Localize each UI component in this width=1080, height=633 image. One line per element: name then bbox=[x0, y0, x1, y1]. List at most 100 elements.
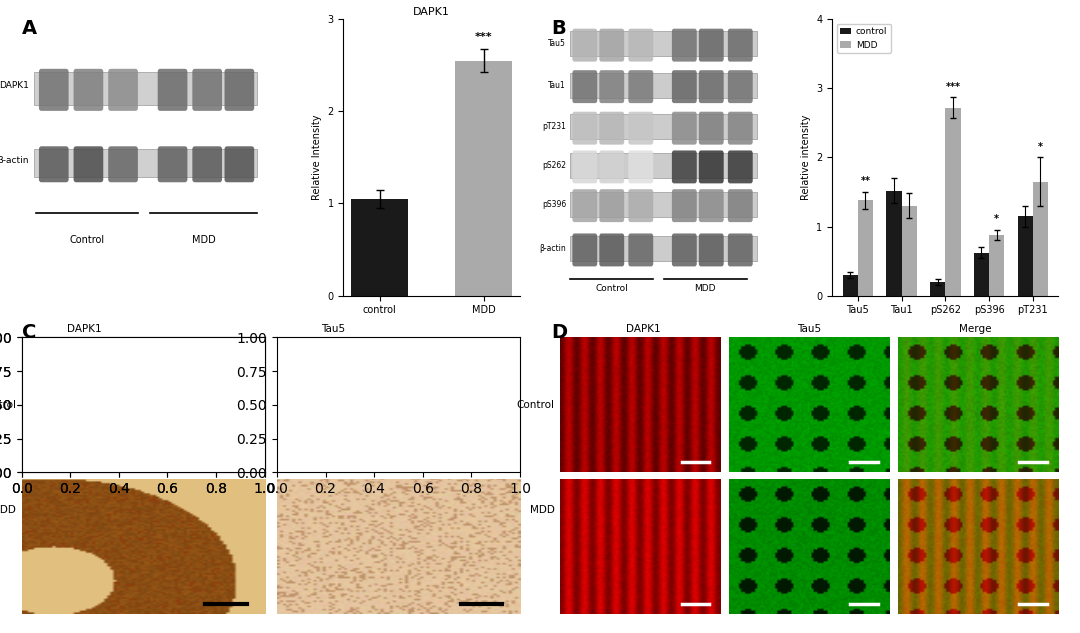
FancyBboxPatch shape bbox=[728, 234, 753, 266]
FancyBboxPatch shape bbox=[629, 151, 653, 184]
FancyBboxPatch shape bbox=[572, 111, 597, 144]
FancyBboxPatch shape bbox=[699, 234, 724, 266]
Bar bbox=[1032, 182, 1048, 296]
FancyBboxPatch shape bbox=[39, 146, 69, 182]
FancyBboxPatch shape bbox=[73, 146, 104, 182]
FancyBboxPatch shape bbox=[672, 111, 697, 144]
FancyBboxPatch shape bbox=[728, 189, 753, 222]
FancyBboxPatch shape bbox=[570, 73, 757, 98]
Bar bbox=[1017, 216, 1032, 296]
FancyBboxPatch shape bbox=[599, 189, 624, 222]
Text: Tau1: Tau1 bbox=[549, 81, 566, 90]
FancyBboxPatch shape bbox=[572, 28, 597, 61]
FancyBboxPatch shape bbox=[570, 236, 757, 261]
Bar bbox=[974, 253, 989, 296]
FancyBboxPatch shape bbox=[599, 70, 624, 103]
FancyBboxPatch shape bbox=[728, 111, 753, 144]
Text: ***: *** bbox=[475, 32, 492, 42]
FancyBboxPatch shape bbox=[108, 69, 138, 111]
Text: Merge: Merge bbox=[959, 324, 991, 334]
FancyBboxPatch shape bbox=[672, 151, 697, 184]
FancyBboxPatch shape bbox=[672, 234, 697, 266]
Text: A: A bbox=[22, 19, 37, 38]
Text: DAPK1: DAPK1 bbox=[67, 324, 102, 334]
FancyBboxPatch shape bbox=[192, 146, 222, 182]
FancyBboxPatch shape bbox=[33, 149, 257, 177]
Bar bbox=[842, 275, 858, 296]
FancyBboxPatch shape bbox=[699, 151, 724, 184]
Y-axis label: Relative Intensity: Relative Intensity bbox=[312, 115, 322, 200]
FancyBboxPatch shape bbox=[108, 146, 138, 182]
FancyBboxPatch shape bbox=[572, 234, 597, 266]
FancyBboxPatch shape bbox=[73, 69, 104, 111]
Text: MDD: MDD bbox=[694, 284, 716, 293]
Text: *: * bbox=[1038, 142, 1043, 152]
FancyBboxPatch shape bbox=[629, 189, 653, 222]
FancyBboxPatch shape bbox=[570, 192, 757, 217]
Text: MDD: MDD bbox=[0, 505, 16, 515]
Bar bbox=[902, 206, 917, 296]
FancyBboxPatch shape bbox=[728, 28, 753, 61]
FancyBboxPatch shape bbox=[672, 28, 697, 61]
FancyBboxPatch shape bbox=[599, 151, 624, 184]
Text: Tau5: Tau5 bbox=[321, 324, 346, 334]
Text: MDD: MDD bbox=[529, 505, 554, 515]
Bar bbox=[930, 282, 945, 296]
FancyBboxPatch shape bbox=[158, 146, 188, 182]
FancyBboxPatch shape bbox=[599, 28, 624, 61]
Text: **: ** bbox=[861, 177, 870, 187]
FancyBboxPatch shape bbox=[629, 70, 653, 103]
Text: ***: *** bbox=[945, 82, 960, 92]
Text: Control: Control bbox=[516, 400, 554, 410]
FancyBboxPatch shape bbox=[699, 70, 724, 103]
Text: pS396: pS396 bbox=[542, 200, 566, 209]
FancyBboxPatch shape bbox=[699, 189, 724, 222]
FancyBboxPatch shape bbox=[225, 69, 254, 111]
Bar bbox=[858, 200, 873, 296]
Text: *: * bbox=[995, 215, 999, 225]
Text: C: C bbox=[22, 323, 36, 342]
Legend: control, MDD: control, MDD bbox=[837, 23, 891, 53]
Text: DAPK1: DAPK1 bbox=[625, 324, 660, 334]
Bar bbox=[989, 235, 1004, 296]
FancyBboxPatch shape bbox=[572, 70, 597, 103]
Text: Control: Control bbox=[69, 235, 105, 245]
Bar bbox=[455, 61, 512, 296]
Text: β-actin: β-actin bbox=[539, 244, 566, 253]
FancyBboxPatch shape bbox=[699, 28, 724, 61]
FancyBboxPatch shape bbox=[728, 70, 753, 103]
FancyBboxPatch shape bbox=[225, 146, 254, 182]
FancyBboxPatch shape bbox=[572, 151, 597, 184]
Text: D: D bbox=[551, 323, 567, 342]
Text: Control: Control bbox=[595, 284, 629, 293]
FancyBboxPatch shape bbox=[728, 151, 753, 184]
FancyBboxPatch shape bbox=[158, 69, 188, 111]
FancyBboxPatch shape bbox=[699, 111, 724, 144]
Bar bbox=[351, 199, 408, 296]
FancyBboxPatch shape bbox=[629, 111, 653, 144]
Text: MDD: MDD bbox=[191, 235, 215, 245]
FancyBboxPatch shape bbox=[570, 153, 757, 178]
FancyBboxPatch shape bbox=[570, 32, 757, 56]
FancyBboxPatch shape bbox=[570, 115, 757, 139]
FancyBboxPatch shape bbox=[572, 189, 597, 222]
Text: pT231: pT231 bbox=[542, 122, 566, 132]
FancyBboxPatch shape bbox=[599, 234, 624, 266]
Bar bbox=[887, 191, 902, 296]
Text: Tau5: Tau5 bbox=[549, 39, 566, 48]
FancyBboxPatch shape bbox=[672, 70, 697, 103]
FancyBboxPatch shape bbox=[672, 189, 697, 222]
FancyBboxPatch shape bbox=[629, 234, 653, 266]
Y-axis label: Relative intensity: Relative intensity bbox=[800, 115, 811, 200]
Text: DAPK1: DAPK1 bbox=[0, 81, 29, 90]
Title: DAPK1: DAPK1 bbox=[414, 7, 450, 17]
Bar bbox=[945, 108, 960, 296]
FancyBboxPatch shape bbox=[39, 69, 69, 111]
FancyBboxPatch shape bbox=[33, 72, 257, 105]
Text: pS262: pS262 bbox=[542, 161, 566, 170]
Text: B: B bbox=[551, 19, 566, 38]
Text: Control: Control bbox=[0, 400, 16, 410]
FancyBboxPatch shape bbox=[192, 69, 222, 111]
FancyBboxPatch shape bbox=[599, 111, 624, 144]
FancyBboxPatch shape bbox=[629, 28, 653, 61]
